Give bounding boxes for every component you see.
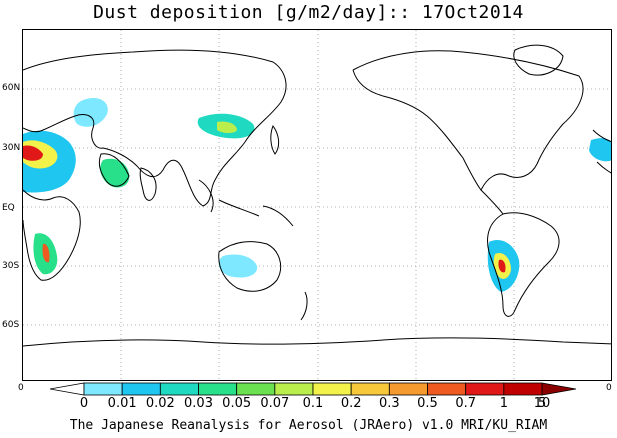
graticule xyxy=(23,30,611,380)
colorbar-right-arrow xyxy=(541,382,577,396)
dust-arabia xyxy=(100,158,130,188)
dust-southern-africa-core xyxy=(42,243,50,263)
colorbar-tick-label: 0.05 xyxy=(222,396,252,411)
colorbar-tick-label: 0 xyxy=(79,396,89,411)
colorbar-tick-label: 0.02 xyxy=(145,396,175,411)
colorbar-box xyxy=(159,382,199,396)
colorbar-box xyxy=(465,382,505,396)
colorbar xyxy=(49,382,577,396)
map-panel xyxy=(22,29,612,381)
dust-caribbean xyxy=(589,138,611,162)
coast-central-america xyxy=(480,189,504,215)
colorbar-tick-label: 0.2 xyxy=(340,396,362,411)
colorbar-tick-label: 0.5 xyxy=(417,396,438,411)
colorbar-left-end-label: 0 xyxy=(18,383,24,393)
colorbar-tick-label: 0.1 xyxy=(302,396,324,411)
lat-label-30n: 30N xyxy=(2,143,21,153)
coast-africa xyxy=(23,189,81,281)
colorbar-box xyxy=(274,382,314,396)
colorbar-box xyxy=(503,382,543,396)
coast-north-america xyxy=(352,50,584,191)
dust-patagonia-core xyxy=(498,259,506,273)
colorbar-box xyxy=(427,382,467,396)
lat-label-60s: 60S xyxy=(2,320,20,330)
coast-greenland xyxy=(513,44,564,76)
colorbar-tick-label: 0.01 xyxy=(107,396,137,411)
world-map xyxy=(23,30,611,380)
coast-india xyxy=(139,167,157,201)
dust-sahara-core xyxy=(23,145,43,161)
colorbar-box xyxy=(236,382,276,396)
dust-australia xyxy=(218,254,258,278)
colorbar-tick-label: 1 xyxy=(499,396,508,411)
coast-new-zealand xyxy=(300,291,308,321)
colorbar-box xyxy=(198,382,238,396)
colorbar-tick-label: 10 xyxy=(533,396,551,411)
coast-western-europe-edge xyxy=(592,129,611,174)
dust-field xyxy=(23,97,611,292)
coast-eurasia xyxy=(23,49,287,207)
coast-australia xyxy=(218,241,282,292)
coast-arabia xyxy=(98,153,130,187)
footer-credit: The Japanese Reanalysis for Aerosol (JRA… xyxy=(69,418,548,433)
colorbar-tick-label: 0.03 xyxy=(184,396,213,411)
coast-south-america xyxy=(487,212,560,317)
lat-label-30s: 30S xyxy=(2,261,20,271)
colorbar-labels: 0 0.01 0.02 0.03 0.05 0.07 0.1 0.2 0.3 0.5 0.7 1 5 10 xyxy=(0,396,617,412)
dust-eurasia xyxy=(73,97,108,127)
colorbar-box xyxy=(83,382,123,396)
colorbar-box xyxy=(388,382,428,396)
coast-japan xyxy=(270,124,280,155)
colorbar-box xyxy=(312,382,352,396)
colorbar-box xyxy=(121,382,161,396)
dust-mongolia-core xyxy=(217,121,237,133)
lat-label-eq: EQ xyxy=(2,203,15,213)
coastlines xyxy=(23,44,611,347)
map-title: Dust deposition [g/m2/day]:: 17Oct2014 xyxy=(93,2,524,23)
colorbar-tick-label: 5 xyxy=(537,396,547,411)
colorbar-right-end-label: 0 xyxy=(606,383,612,393)
colorbar-tick-label: 0.07 xyxy=(260,396,290,411)
colorbar-box xyxy=(350,382,390,396)
coast-southeast-asia xyxy=(198,179,294,227)
lat-label-60n: 60N xyxy=(2,83,21,93)
coast-antarctica xyxy=(23,337,611,347)
colorbar-tick-label: 0.3 xyxy=(378,396,400,411)
colorbar-left-arrow xyxy=(49,382,85,396)
colorbar-tick-label: 0.7 xyxy=(455,396,476,411)
